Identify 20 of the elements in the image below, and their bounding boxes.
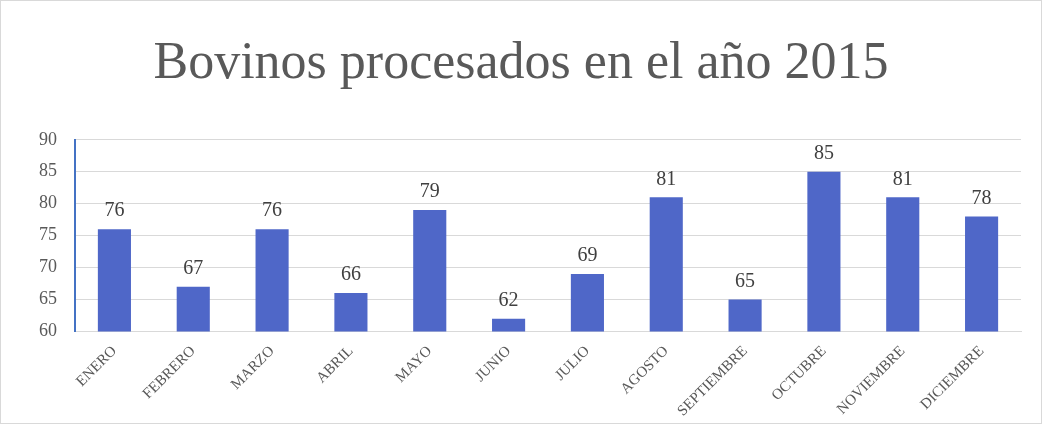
- y-tick-label: 70: [39, 256, 57, 277]
- chart-title: Bovinos procesados en el año 2015: [152, 31, 890, 90]
- data-label: 85: [813, 140, 834, 163]
- data-label: 79: [419, 179, 440, 202]
- data-label: 65: [735, 268, 756, 291]
- data-label: 81: [656, 166, 677, 189]
- data-label: 62: [498, 287, 519, 310]
- y-tick-label: 90: [39, 128, 57, 149]
- data-label: 69: [577, 243, 598, 266]
- y-tick-label: 60: [39, 320, 57, 341]
- data-label: 66: [340, 262, 361, 285]
- y-tick-label: 85: [39, 160, 57, 181]
- data-label: 76: [262, 198, 283, 221]
- data-label: 78: [971, 185, 992, 208]
- y-tick-label: 75: [39, 224, 57, 245]
- data-label: 81: [892, 166, 913, 189]
- y-tick-label: 65: [39, 288, 57, 309]
- y-tick-label: 80: [39, 192, 57, 213]
- data-label: 67: [183, 255, 204, 278]
- data-label: 76: [104, 198, 125, 221]
